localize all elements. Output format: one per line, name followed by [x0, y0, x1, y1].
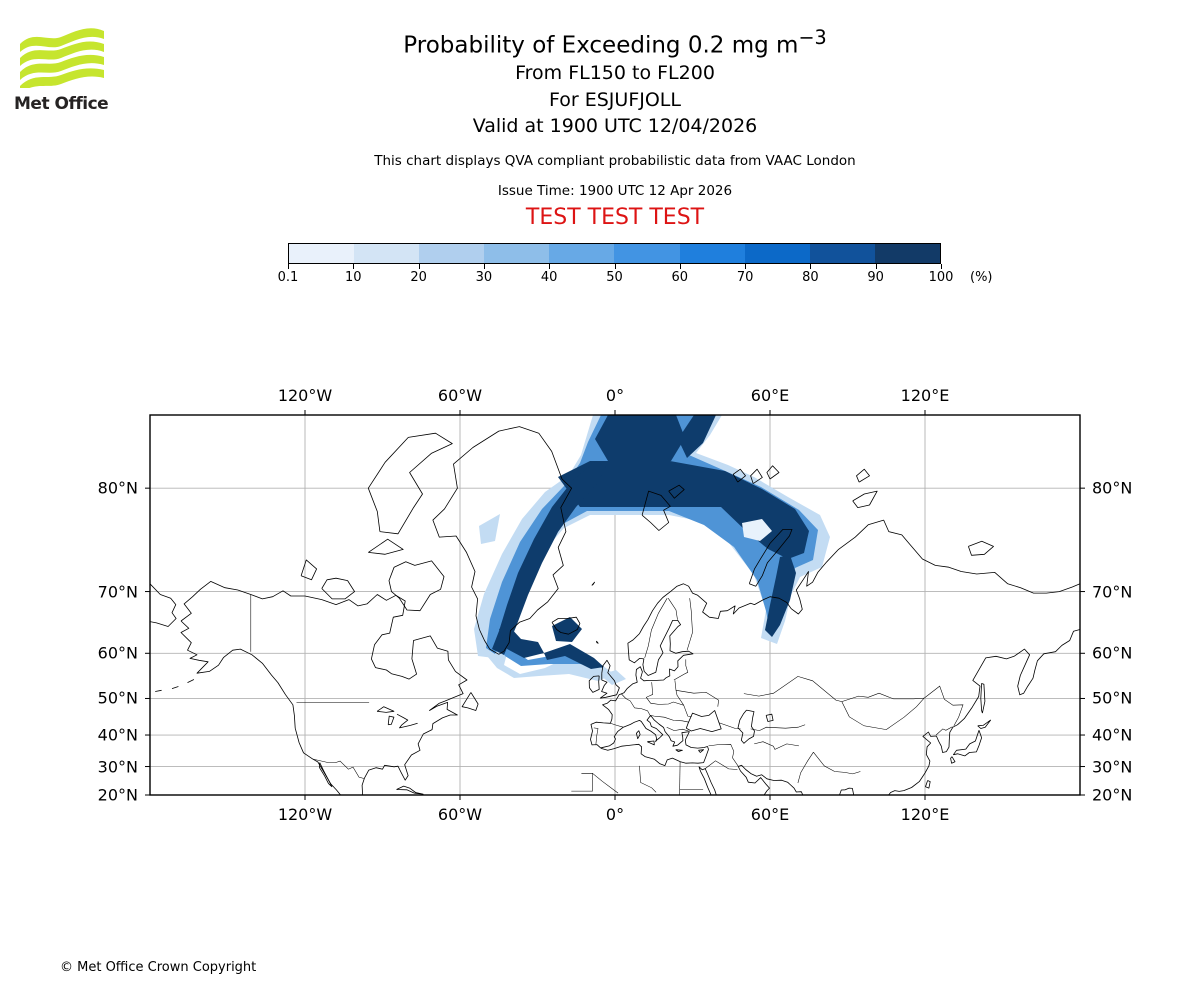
axis-tick-label: 60°E [750, 805, 790, 824]
axis-tick-label: 120°W [277, 386, 333, 405]
colorbar-tick-label: 0.1 [277, 270, 299, 285]
map-frame [149, 414, 1081, 796]
subtitle-volcano: For ESJUFJOLL [549, 88, 681, 111]
met-office-wordmark: Met Office [14, 94, 109, 114]
page-title: Probability of Exceeding 0.2 mg m−3 [403, 26, 827, 59]
axis-tick-label: 30°N [97, 757, 138, 777]
axis-tick-label: 120°W [277, 805, 333, 824]
colorbar-ticks: 0.1 10 20 30 40 50 60 70 80 90 100 [278, 270, 954, 286]
axis-tick-label: 30°N [1092, 757, 1133, 777]
subtitle-flight-levels: From FL150 to FL200 [515, 62, 715, 85]
colorbar-tickmark [353, 264, 355, 269]
colorbar-tickmark [679, 264, 681, 269]
axis-tick-label: 70°N [1092, 582, 1133, 602]
chart-header: Probability of Exceeding 0.2 mg m−3 From… [150, 26, 1080, 230]
colorbar-tickmark [941, 264, 942, 269]
axis-tick-label: 40°N [97, 725, 138, 745]
qva-notice: This chart displays QVA compliant probab… [374, 153, 856, 170]
axis-tick-label: 120°E [900, 386, 950, 405]
axis-tick-label: 0° [605, 386, 625, 405]
colorbar-tick-label: 40 [540, 270, 558, 285]
axis-tick-label: 80°N [1092, 478, 1133, 498]
colorbar-tick-label: 50 [606, 270, 623, 285]
axis-tick-label: 60°W [437, 386, 483, 405]
colorbar-unit-label: (%) [970, 270, 993, 285]
colorbar-tickmark [614, 264, 616, 269]
colorbar-segment [679, 244, 745, 263]
axis-tick-label: 60°N [1092, 643, 1133, 663]
axis-tick-label: 50°N [1092, 688, 1133, 708]
colorbar-tick-label: 10 [345, 270, 362, 285]
colorbar-segment [809, 244, 875, 263]
colorbar-tick-label: 100 [928, 270, 954, 285]
colorbar-tickmark [549, 264, 551, 269]
colorbar-segment [874, 244, 940, 263]
colorbar-tick-label: 70 [736, 270, 754, 285]
colorbar-tickmark [288, 264, 289, 269]
axis-tick-label: 60°W [437, 805, 483, 824]
colorbar-segment [354, 244, 420, 263]
axis-tick-label: 20°N [97, 785, 138, 805]
axis-tick-label: 50°N [97, 688, 138, 708]
colorbar-area: 0.1 10 20 30 40 50 60 70 80 90 100 (%) [278, 243, 1000, 289]
ash-probability-layer [474, 415, 830, 685]
colorbar-tickmark [483, 264, 485, 269]
met-office-logo: Met Office [14, 22, 134, 114]
ash-probability-layer [742, 519, 772, 541]
axis-tick-label: 80°N [97, 478, 138, 498]
colorbar-swatches [288, 243, 941, 264]
colorbar-segment [614, 244, 680, 263]
country-borders [250, 594, 964, 795]
colorbar-tick-label: 80 [802, 270, 819, 285]
colorbar-tickmark [875, 264, 877, 269]
colorbar-segment [484, 244, 550, 263]
axis-tick-label: 60°E [750, 386, 790, 405]
colorbar-tickmark [745, 264, 747, 269]
colorbar-tick-label: 30 [475, 270, 493, 285]
colorbar-tick-label: 90 [867, 270, 884, 285]
axis-ticks [145, 410, 1085, 800]
issue-time: Issue Time: 1900 UTC 12 Apr 2026 [497, 183, 733, 200]
axis-tick-label: 20°N [1092, 785, 1133, 805]
colorbar-segment [289, 244, 355, 263]
colorbar-tickmark [810, 264, 812, 269]
test-banner: TEST TEST TEST [525, 205, 705, 231]
colorbar-segment [419, 244, 485, 263]
map-svg [145, 410, 1085, 800]
axis-tick-label: 0° [605, 805, 625, 824]
met-office-waves-icon [20, 28, 104, 94]
subtitle-valid-time: Valid at 1900 UTC 12/04/2026 [472, 114, 758, 137]
coastlines [149, 426, 1081, 796]
colorbar-tickmarks [288, 264, 942, 269]
ash-probability-layer [492, 415, 809, 669]
axis-tick-label: 120°E [900, 805, 950, 824]
colorbar-tick-label: 60 [671, 270, 689, 285]
colorbar-segment [549, 244, 615, 263]
axis-tick-label: 70°N [97, 582, 138, 602]
title-exponent: −3 [798, 26, 827, 49]
axis-tick-label: 40°N [1092, 725, 1133, 745]
copyright-text: © Met Office Crown Copyright [60, 960, 257, 975]
colorbar-segment [744, 244, 810, 263]
axis-tick-label: 60°N [97, 643, 138, 663]
map-area: 120°W 120°W 60°W 60°W 0° 0° 60°E 60°E 120°E 120°E… [98, 386, 1133, 824]
colorbar-tick-label: 20 [410, 270, 427, 285]
colorbar-tickmark [418, 264, 420, 269]
